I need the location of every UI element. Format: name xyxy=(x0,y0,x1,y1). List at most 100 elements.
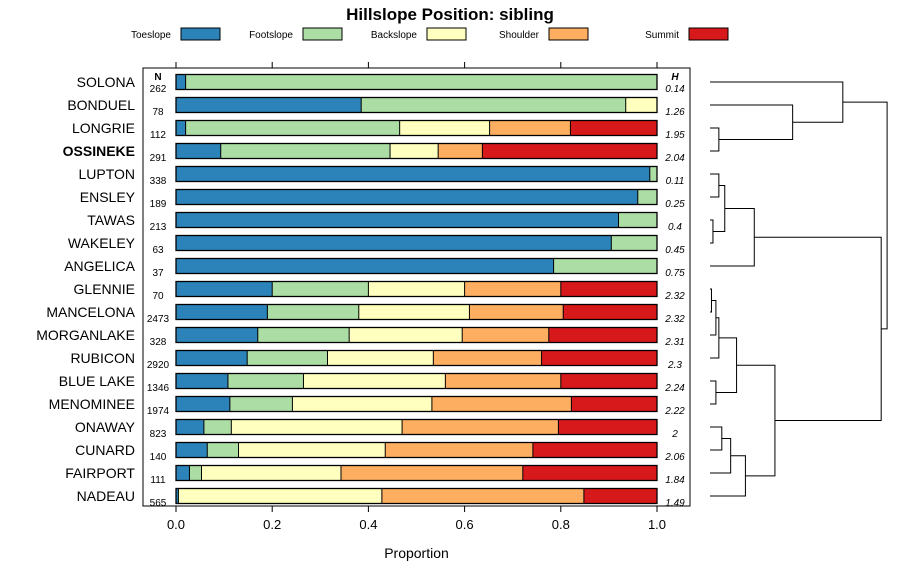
h-value: 2.04 xyxy=(664,153,685,164)
bar-outline xyxy=(175,73,658,91)
bar-row-glennie: GLENNIE 70 2.32 xyxy=(74,280,685,302)
bar-segment-footslope xyxy=(553,258,657,274)
bar-segment-toeslope xyxy=(176,465,190,481)
bar-outline xyxy=(175,395,658,413)
dendrogram-branch xyxy=(710,438,732,474)
legend-label-footslope: Footslope xyxy=(249,30,293,41)
bar-segment-summit xyxy=(558,419,657,435)
legend-label-summit: Summit xyxy=(645,30,679,41)
bar-row-rubicon: RUBICON 2920 2.3 xyxy=(70,349,682,371)
bar-segment-summit xyxy=(570,120,657,136)
bar-row-tawas: TAWAS 213 0.4 xyxy=(87,211,682,233)
bar-outline xyxy=(175,211,658,229)
n-value: 1346 xyxy=(147,383,170,394)
dendrogram-branch xyxy=(710,317,720,359)
row-label: LONGRIE xyxy=(72,120,135,136)
n-value: 189 xyxy=(150,199,167,210)
legend-swatch-shoulder xyxy=(548,27,589,41)
row-label: TAWAS xyxy=(87,212,135,228)
dendrogram-branch xyxy=(710,208,755,267)
bar-segment-shoulder xyxy=(462,327,549,343)
legend-swatch-footslope xyxy=(302,27,343,41)
n-value: 140 xyxy=(150,452,167,463)
bar-segment-footslope xyxy=(227,373,304,389)
bar-outline xyxy=(175,418,658,436)
dendrogram-branch xyxy=(710,455,746,497)
bar-segment-summit xyxy=(522,465,657,481)
h-value: 2.3 xyxy=(667,360,682,371)
bar-row-onaway: ONAWAY 823 2 xyxy=(75,418,678,440)
dendrogram-branch xyxy=(842,101,888,330)
h-value: 1.95 xyxy=(665,130,685,141)
bar-segment-summit xyxy=(482,143,657,159)
bar-segment-footslope xyxy=(611,235,657,251)
h-value: 2 xyxy=(671,429,678,440)
x-tick-label: 1.0 xyxy=(648,517,666,532)
row-label: CUNARD xyxy=(75,442,135,458)
dendrogram-branch xyxy=(710,173,720,198)
dendrogram-branch xyxy=(736,364,776,477)
bar-row-cunard: CUNARD 140 2.06 xyxy=(75,441,685,463)
bar-segment-toeslope xyxy=(176,212,619,228)
bar-segment-footslope xyxy=(189,465,202,481)
bar-segment-footslope xyxy=(272,281,369,297)
n-value: 291 xyxy=(150,153,167,164)
bar-segment-shoulder xyxy=(445,373,561,389)
dendrogram-branch xyxy=(710,288,712,313)
n-value: 1974 xyxy=(147,406,170,417)
bar-segment-toeslope xyxy=(176,419,204,435)
bar-segment-toeslope xyxy=(176,74,186,90)
n-value: 2473 xyxy=(147,314,170,325)
bar-rows: SOLONA 262 0.14 BONDUEL 78 1.26 LONGRIE 112 1.95… xyxy=(36,73,685,509)
bar-segment-footslope xyxy=(247,350,328,366)
legend-swatch-toeslope xyxy=(180,27,221,41)
x-tick-label: 0.2 xyxy=(263,517,281,532)
bar-outline xyxy=(175,142,658,160)
bar-outline xyxy=(175,303,658,321)
n-value: 2920 xyxy=(147,360,170,371)
bar-row-ensley: ENSLEY 189 0.25 xyxy=(80,188,685,210)
bar-segment-backslope xyxy=(201,465,341,481)
row-label: ENSLEY xyxy=(80,189,136,205)
bar-segment-backslope xyxy=(292,396,432,412)
bar-segment-shoulder xyxy=(431,396,572,412)
h-value: 1.26 xyxy=(665,107,685,118)
bar-segment-toeslope xyxy=(176,235,612,251)
x-tick-label: 0.6 xyxy=(456,517,474,532)
row-label: ONAWAY xyxy=(75,419,136,435)
row-label: FAIRPORT xyxy=(65,465,135,481)
bar-segment-summit xyxy=(541,350,657,366)
bar-row-solona: SOLONA 262 0.14 xyxy=(77,73,685,95)
n-value: 823 xyxy=(150,429,167,440)
bar-segment-shoulder xyxy=(469,304,564,320)
legend-label-toeslope: Toeslope xyxy=(131,30,171,41)
bar-row-wakeley: WAKELEY 63 0.45 xyxy=(68,234,685,256)
bar-segment-toeslope xyxy=(176,442,208,458)
bar-segment-toeslope xyxy=(176,97,362,113)
h-value: 0.11 xyxy=(666,176,685,187)
bar-segment-summit xyxy=(560,373,657,389)
x-axis: 0.0 0.2 0.4 0.6 0.8 1.0 xyxy=(167,62,666,532)
bar-segment-backslope xyxy=(358,304,470,320)
dendrogram-branch xyxy=(710,219,714,244)
bar-row-morganlake: MORGANLAKE 328 2.31 xyxy=(36,326,685,348)
chart-title: Hillslope Position: sibling xyxy=(346,5,554,24)
bar-outline xyxy=(175,441,658,459)
bar-segment-footslope xyxy=(267,304,359,320)
bar-outline xyxy=(175,96,658,114)
bar-row-longrie: LONGRIE 112 1.95 xyxy=(72,119,685,141)
bar-segment-summit xyxy=(571,396,657,412)
legend-swatch-summit xyxy=(688,27,729,41)
bar-row-blue-lake: BLUE LAKE 1346 2.24 xyxy=(59,372,685,394)
bar-segment-footslope xyxy=(229,396,293,412)
bar-segment-backslope xyxy=(625,97,657,113)
bar-outline xyxy=(175,326,658,344)
bar-segment-summit xyxy=(532,442,657,458)
plot-frame xyxy=(142,67,691,507)
row-label: NADEAU xyxy=(77,488,135,504)
dendrogram-branch xyxy=(710,127,720,152)
n-value: 112 xyxy=(150,130,166,141)
bar-outline xyxy=(175,372,658,390)
row-label: BONDUEL xyxy=(67,97,135,113)
